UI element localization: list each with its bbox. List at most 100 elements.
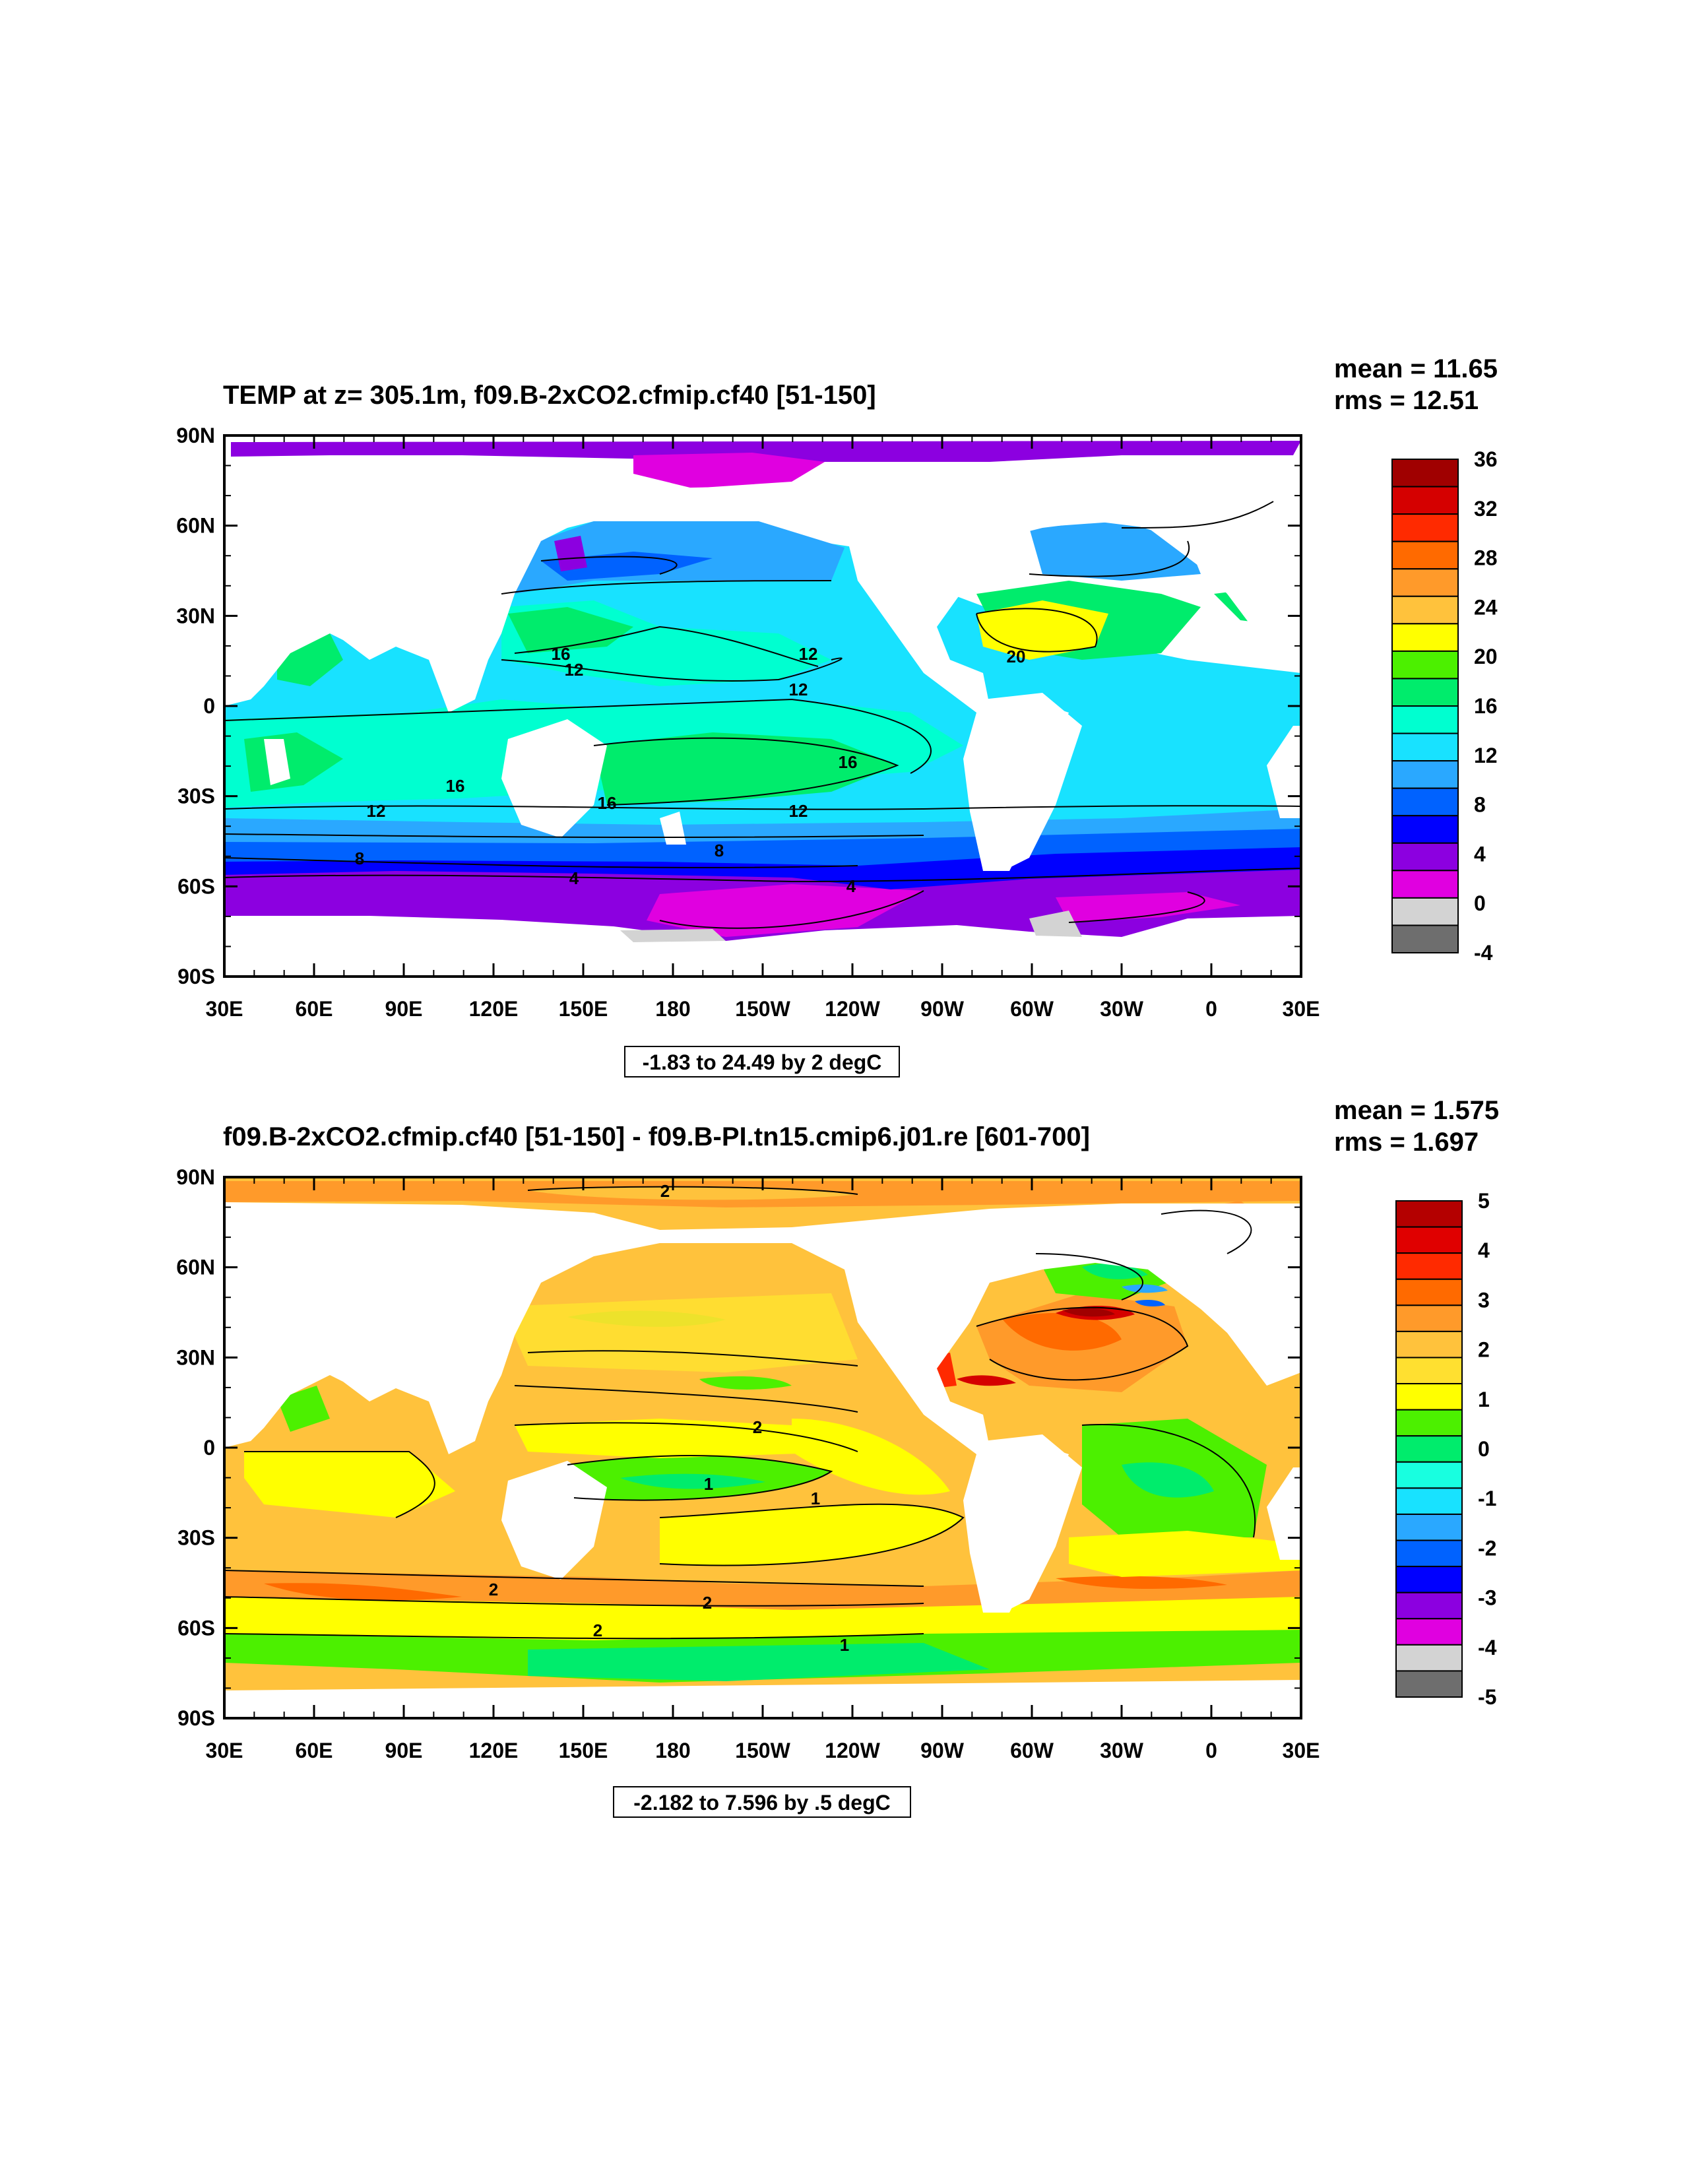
panel-2-mean: mean = 1.575 — [1334, 1096, 1499, 1125]
panel-2-colorbar: 5 4 3 2 1 0 -1 -2 -3 -4 -5 — [1395, 1189, 1497, 1709]
lon-tick-label: 60W — [1010, 1739, 1054, 1762]
contour-line — [224, 698, 932, 774]
contour-line — [976, 608, 1098, 653]
contour-line — [514, 1385, 858, 1413]
continent-mask — [501, 719, 607, 838]
lat-tick-label: 0 — [203, 1436, 215, 1460]
field-band — [277, 1386, 330, 1432]
lon-tick-label: 30E — [1283, 997, 1320, 1021]
lat-tick-label: 60N — [176, 514, 215, 538]
colorbar-label: -3 — [1478, 1586, 1496, 1610]
contour-line — [224, 1633, 924, 1640]
continent-mask — [970, 693, 1082, 871]
lat-tick-label: 90S — [177, 965, 215, 988]
colorbar-box — [1391, 870, 1459, 899]
lat-tick-label: 30N — [176, 1345, 215, 1369]
colorbar-box — [1395, 1566, 1463, 1593]
colorbar-box — [1391, 924, 1459, 954]
field-band — [1135, 1300, 1165, 1306]
continent-mask — [1267, 726, 1301, 818]
colorbar-box — [1391, 897, 1459, 926]
continent-mask — [264, 739, 290, 785]
colorbar-label: 0 — [1478, 1437, 1490, 1461]
field-band — [528, 1643, 990, 1681]
panel-1-title: TEMP at z= 305.1m, f09.B-2xCO2.cfmip.cf4… — [223, 381, 876, 410]
colorbar-box — [1391, 486, 1459, 515]
contour-line — [224, 805, 1301, 810]
colorbar-label: 1 — [1478, 1388, 1490, 1411]
colorbar-label: -4 — [1478, 1636, 1497, 1659]
field-band — [528, 1186, 858, 1200]
panel-1-range-box — [624, 1046, 900, 1077]
panel-2-range-box — [613, 1786, 911, 1818]
panel-2-rms: rms = 1.697 — [1334, 1128, 1479, 1157]
contour-label: 2 — [593, 1621, 602, 1640]
colorbar-box — [1391, 787, 1459, 817]
contour-line — [527, 1186, 858, 1195]
colorbar-label: 36 — [1474, 447, 1498, 471]
colorbar-label: -1 — [1478, 1487, 1496, 1510]
contour-label: 8 — [355, 849, 364, 868]
field-band — [508, 607, 633, 653]
colorbar-label: -2 — [1478, 1536, 1496, 1560]
contour-label: 16 — [552, 644, 571, 664]
colorbar-label: 0 — [1474, 891, 1486, 915]
lon-tick-label: 120E — [469, 1739, 519, 1762]
contour-label: 8 — [715, 841, 724, 860]
colorbar-label: 4 — [1474, 842, 1486, 866]
field-band — [1029, 521, 1201, 581]
lat-tick-label: 60S — [177, 874, 215, 898]
lon-tick-label: 90E — [385, 1739, 423, 1762]
contour-line — [224, 833, 924, 839]
field-band — [1056, 1576, 1227, 1589]
field-band — [501, 1293, 858, 1372]
field-band — [244, 1452, 455, 1518]
lon-tick-label: 150W — [735, 997, 790, 1021]
contour-label: 12 — [565, 660, 584, 680]
lon-tick-label: 30E — [206, 997, 243, 1021]
field-band — [1069, 1531, 1301, 1577]
lon-tick-label: 180 — [655, 1739, 690, 1762]
panel-2-contour-labels: 2 2 1 1 2 2 2 1 — [489, 1181, 849, 1655]
lon-tick-label: 30E — [206, 1739, 243, 1762]
colorbar-label: 8 — [1474, 793, 1486, 817]
contour-label: 2 — [489, 1580, 498, 1599]
colorbar-box — [1391, 705, 1459, 734]
contour-label: 16 — [839, 752, 858, 772]
continent-mask — [970, 1434, 1082, 1613]
colorbar-box — [1391, 568, 1459, 597]
lon-tick-label: 90E — [385, 997, 423, 1021]
contour-label: 2 — [753, 1417, 762, 1437]
field-band — [620, 1473, 765, 1489]
lon-tick-label: 120E — [469, 997, 519, 1021]
colorbar-box — [1391, 650, 1459, 680]
lon-tick-label: 60E — [296, 997, 333, 1021]
contour-line — [1161, 1209, 1252, 1254]
contour-line — [1081, 1424, 1256, 1538]
contour-line — [1035, 1253, 1143, 1301]
lat-tick-label: 0 — [203, 694, 215, 718]
continent-mask — [1267, 1467, 1301, 1560]
panel-2-axes: 90N 60N 30N 0 30S 60S 90S 30E 60E 90E 120E 150E 180 1… — [176, 1165, 1320, 1762]
contour-line — [540, 556, 678, 575]
field-band — [1082, 1264, 1148, 1279]
colorbar-box — [1391, 732, 1459, 762]
contour-label: 12 — [789, 680, 808, 699]
contour-label: 1 — [840, 1635, 849, 1655]
contour-label: 1 — [811, 1489, 820, 1508]
field-band — [1003, 1313, 1122, 1351]
panel-1-rms: rms = 12.51 — [1334, 386, 1479, 415]
colorbar-box — [1395, 1670, 1463, 1698]
lon-tick-label: 90W — [920, 1739, 965, 1762]
field-band — [633, 453, 825, 488]
lon-tick-label: 90W — [920, 997, 965, 1021]
colorbar-box — [1395, 1513, 1463, 1541]
lat-tick-label: 90N — [176, 424, 215, 447]
lon-tick-label: 30W — [1100, 1739, 1144, 1762]
lon-tick-label: 30W — [1100, 997, 1144, 1021]
field-band — [1122, 1462, 1214, 1498]
continent-mask — [501, 1461, 607, 1580]
contour-label: 12 — [789, 801, 808, 821]
colorbar-label: 20 — [1474, 645, 1498, 668]
